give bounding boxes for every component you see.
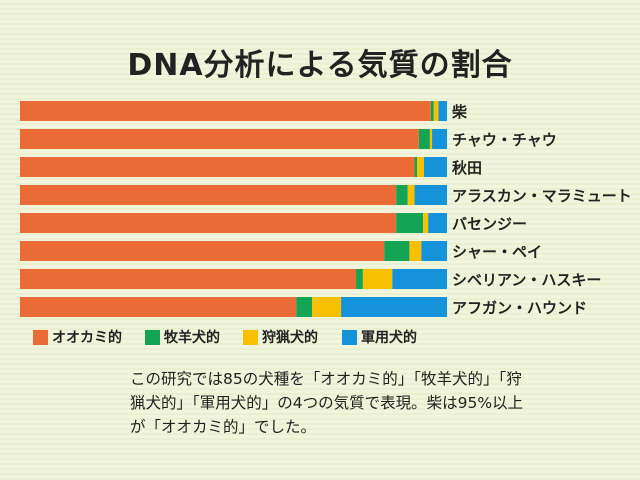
bar-segment-4 bbox=[392, 269, 447, 289]
bar-segment-1 bbox=[20, 297, 297, 317]
bar-segment-3 bbox=[433, 101, 439, 121]
bar-segment-4 bbox=[414, 185, 447, 205]
caption-note: この研究では85の犬種を「オオカミ的」「牧羊犬的」「狩猟犬的」「軍用犬的」の4つ… bbox=[130, 370, 524, 436]
bar-segment-3 bbox=[417, 157, 424, 177]
bar-segment-1 bbox=[20, 241, 385, 261]
bar-segment-3 bbox=[423, 213, 429, 233]
category-label: シャー・ペイ bbox=[452, 243, 542, 261]
category-label: 柴 bbox=[451, 103, 468, 121]
bar-segment-4 bbox=[421, 241, 447, 261]
legend-item-military: 軍用犬的 bbox=[342, 327, 417, 347]
bar-segment-3 bbox=[362, 269, 393, 289]
category-label: チャウ・チャウ bbox=[452, 131, 557, 149]
category-label: シベリアン・ハスキー bbox=[452, 271, 601, 289]
bar-segment-1 bbox=[20, 185, 397, 205]
category-label: アフガン・ハウンド bbox=[452, 299, 587, 317]
stacked-bar-chart: 柴チャウ・チャウ秋田アラスカン・マラミュートバセンジーシャー・ペイシベリアン・ハ… bbox=[20, 101, 632, 317]
bar-segment-1 bbox=[20, 101, 431, 121]
legend-item-wolf: オオカミ的 bbox=[33, 327, 122, 347]
category-label: アラスカン・マラミュート bbox=[452, 187, 632, 205]
bar-segment-2 bbox=[296, 297, 313, 317]
category-label: 秋田 bbox=[452, 159, 482, 177]
bar-segment-2 bbox=[430, 101, 434, 121]
bar-segment-1 bbox=[20, 157, 415, 177]
legend-label: 牧羊犬的 bbox=[164, 330, 220, 346]
bar-segment-1 bbox=[20, 213, 397, 233]
legend-label: 軍用犬的 bbox=[361, 330, 417, 346]
bar-segment-2 bbox=[384, 241, 410, 261]
bar-segment-1 bbox=[20, 129, 419, 149]
bar-segment-1 bbox=[20, 269, 357, 289]
legend-label: オオカミ的 bbox=[52, 330, 122, 346]
bar-segment-4 bbox=[438, 101, 447, 121]
legend-swatch bbox=[145, 329, 160, 345]
bar-segment-2 bbox=[418, 129, 430, 149]
legend-item-hunting: 狩猟犬的 bbox=[243, 327, 318, 347]
bar-segment-4 bbox=[341, 297, 447, 317]
bar-segment-4 bbox=[432, 129, 447, 149]
bar-segment-2 bbox=[356, 269, 363, 289]
legend-label: 狩猟犬的 bbox=[262, 330, 318, 346]
bar-segment-3 bbox=[409, 241, 422, 261]
bar-segment-3 bbox=[407, 185, 415, 205]
bar-segment-4 bbox=[428, 213, 447, 233]
chart-title: DNA分析による気質の割合 bbox=[127, 48, 513, 83]
legend-item-herding: 牧羊犬的 bbox=[145, 327, 220, 347]
bar-segment-3 bbox=[429, 129, 433, 149]
legend-swatch bbox=[342, 329, 357, 345]
category-label: バセンジー bbox=[452, 215, 527, 233]
bar-segment-2 bbox=[396, 213, 424, 233]
legend-swatch bbox=[243, 329, 258, 345]
bar-segment-4 bbox=[423, 157, 447, 177]
bar-segment-2 bbox=[396, 185, 408, 205]
legend-swatch bbox=[33, 329, 48, 345]
bar-segment-3 bbox=[312, 297, 342, 317]
bar-segment-2 bbox=[414, 157, 418, 177]
